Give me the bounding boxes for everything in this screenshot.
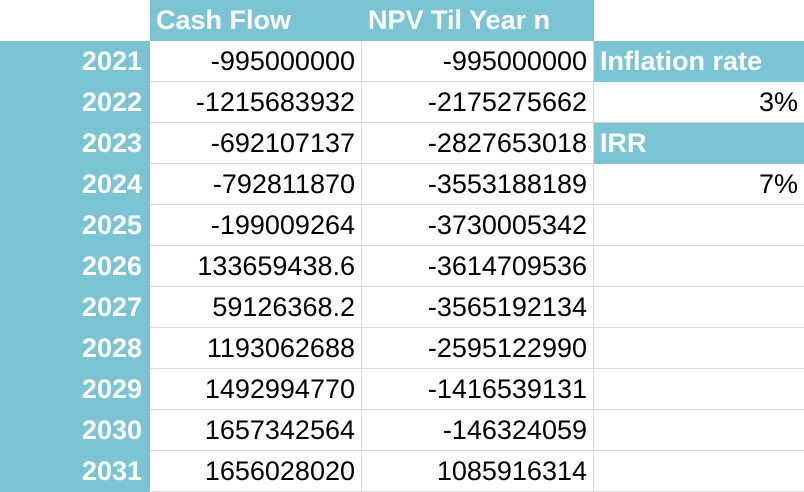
- year-cell[interactable]: 2026: [0, 246, 150, 287]
- cash-flow-cell[interactable]: -199009264: [150, 205, 362, 246]
- empty-cell[interactable]: [594, 205, 804, 246]
- year-cell[interactable]: 2025: [0, 205, 150, 246]
- empty-cell[interactable]: [594, 451, 804, 492]
- npv-cell[interactable]: -2827653018: [362, 123, 594, 164]
- year-cell[interactable]: 2021: [0, 41, 150, 82]
- npv-cell[interactable]: -3565192134: [362, 287, 594, 328]
- year-cell[interactable]: 2023: [0, 123, 150, 164]
- npv-cell[interactable]: -3730005342: [362, 205, 594, 246]
- npv-cell[interactable]: -995000000: [362, 41, 594, 82]
- cash-flow-cell[interactable]: 59126368.2: [150, 287, 362, 328]
- header-npv[interactable]: NPV Til Year n: [362, 0, 594, 41]
- cash-flow-cell[interactable]: 1656028020: [150, 451, 362, 492]
- npv-cell[interactable]: -2175275662: [362, 82, 594, 123]
- empty-cell[interactable]: [594, 287, 804, 328]
- empty-cell[interactable]: [594, 369, 804, 410]
- cash-flow-cell[interactable]: 1492994770: [150, 369, 362, 410]
- header-cash-flow[interactable]: Cash Flow: [150, 0, 362, 41]
- npv-cell[interactable]: -3614709536: [362, 246, 594, 287]
- npv-cell[interactable]: -146324059: [362, 410, 594, 451]
- year-cell[interactable]: 2022: [0, 82, 150, 123]
- cash-flow-cell[interactable]: 1657342564: [150, 410, 362, 451]
- cash-flow-cell[interactable]: 133659438.6: [150, 246, 362, 287]
- cash-flow-cell[interactable]: 1193062688: [150, 328, 362, 369]
- npv-cell[interactable]: -1416539131: [362, 369, 594, 410]
- inflation-rate-value[interactable]: 3%: [594, 82, 804, 123]
- year-cell[interactable]: 2031: [0, 451, 150, 492]
- cash-flow-cell[interactable]: -692107137: [150, 123, 362, 164]
- cash-flow-cell[interactable]: -1215683932: [150, 82, 362, 123]
- year-cell[interactable]: 2029: [0, 369, 150, 410]
- empty-cell[interactable]: [594, 328, 804, 369]
- empty-cell[interactable]: [594, 246, 804, 287]
- npv-cell[interactable]: -3553188189: [362, 164, 594, 205]
- irr-label[interactable]: IRR: [594, 123, 804, 164]
- irr-value[interactable]: 7%: [594, 164, 804, 205]
- year-cell[interactable]: 2028: [0, 328, 150, 369]
- inflation-rate-label[interactable]: Inflation rate: [594, 41, 804, 82]
- year-cell[interactable]: 2024: [0, 164, 150, 205]
- empty-cell[interactable]: [594, 410, 804, 451]
- year-cell[interactable]: 2027: [0, 287, 150, 328]
- npv-cell[interactable]: -2595122990: [362, 328, 594, 369]
- cash-flow-cell[interactable]: -792811870: [150, 164, 362, 205]
- year-cell[interactable]: 2030: [0, 410, 150, 451]
- cash-flow-cell[interactable]: -995000000: [150, 41, 362, 82]
- npv-cell[interactable]: 1085916314: [362, 451, 594, 492]
